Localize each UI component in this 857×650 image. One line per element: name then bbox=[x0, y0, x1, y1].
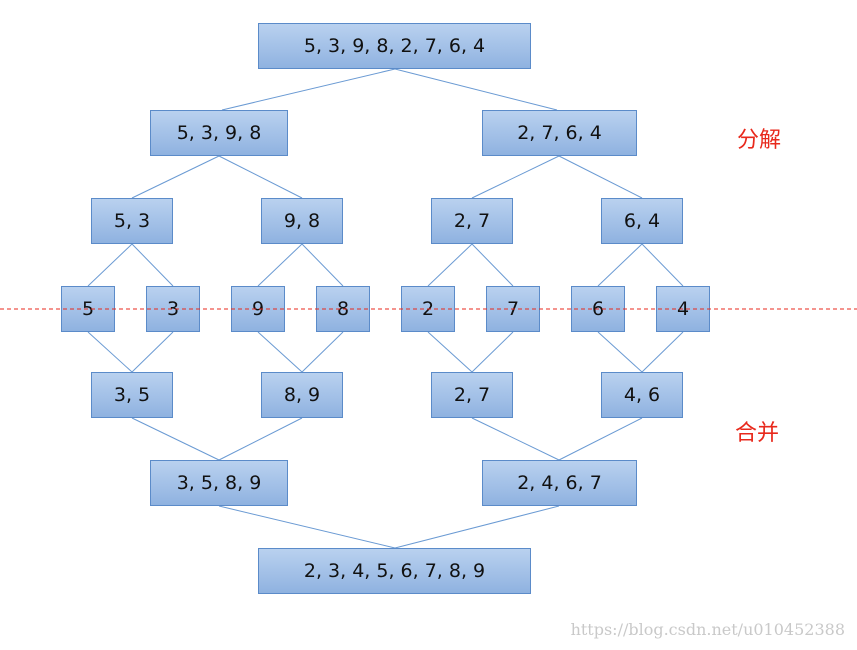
node-split-pair: 5, 3 bbox=[91, 198, 173, 244]
connector bbox=[131, 417, 220, 461]
node-leaf: 2 bbox=[401, 286, 455, 332]
node-leaf: 5 bbox=[61, 286, 115, 332]
node-leaf: 3 bbox=[146, 286, 200, 332]
connector bbox=[218, 505, 396, 549]
connector bbox=[597, 243, 643, 287]
connector bbox=[394, 505, 560, 549]
connector bbox=[87, 331, 133, 373]
connector bbox=[427, 243, 473, 287]
label-merge: 合并 bbox=[735, 421, 780, 446]
node-merge-pair: 8, 9 bbox=[261, 372, 343, 418]
connector bbox=[558, 155, 643, 199]
label-split: 分解 bbox=[737, 128, 782, 153]
node-leaf: 6 bbox=[571, 286, 625, 332]
watermark-text: https://blog.csdn.net/u010452388 bbox=[570, 620, 845, 639]
node-leaf: 4 bbox=[656, 286, 710, 332]
connector bbox=[221, 68, 396, 111]
node-root: 5, 3, 9, 8, 2, 7, 6, 4 bbox=[258, 23, 531, 69]
node-leaf: 9 bbox=[231, 286, 285, 332]
connector bbox=[471, 331, 514, 373]
node-merge-left: 3, 5, 8, 9 bbox=[150, 460, 288, 506]
connector bbox=[131, 243, 174, 287]
node-split-left: 5, 3, 9, 8 bbox=[150, 110, 288, 156]
node-split-pair: 6, 4 bbox=[601, 198, 683, 244]
connector bbox=[641, 243, 684, 287]
connector bbox=[131, 155, 220, 199]
connector bbox=[87, 243, 133, 287]
connector bbox=[558, 417, 643, 461]
node-split-pair: 9, 8 bbox=[261, 198, 343, 244]
node-merge-pair: 3, 5 bbox=[91, 372, 173, 418]
connector bbox=[597, 331, 643, 373]
connector bbox=[218, 417, 303, 461]
connector bbox=[257, 243, 303, 287]
connector bbox=[394, 68, 558, 111]
node-merge-pair: 4, 6 bbox=[601, 372, 683, 418]
node-leaf: 8 bbox=[316, 286, 370, 332]
node-split-right: 2, 7, 6, 4 bbox=[482, 110, 637, 156]
connector bbox=[257, 331, 303, 373]
connector bbox=[301, 243, 344, 287]
connector bbox=[471, 417, 560, 461]
connector bbox=[471, 243, 514, 287]
node-split-pair: 2, 7 bbox=[431, 198, 513, 244]
node-merge-right: 2, 4, 6, 7 bbox=[482, 460, 637, 506]
connector bbox=[131, 331, 174, 373]
connector bbox=[218, 155, 303, 199]
connector bbox=[427, 331, 473, 373]
node-result: 2, 3, 4, 5, 6, 7, 8, 9 bbox=[258, 548, 531, 594]
node-leaf: 7 bbox=[486, 286, 540, 332]
connector bbox=[301, 331, 344, 373]
connector bbox=[641, 331, 684, 373]
connector bbox=[471, 155, 560, 199]
node-merge-pair: 2, 7 bbox=[431, 372, 513, 418]
